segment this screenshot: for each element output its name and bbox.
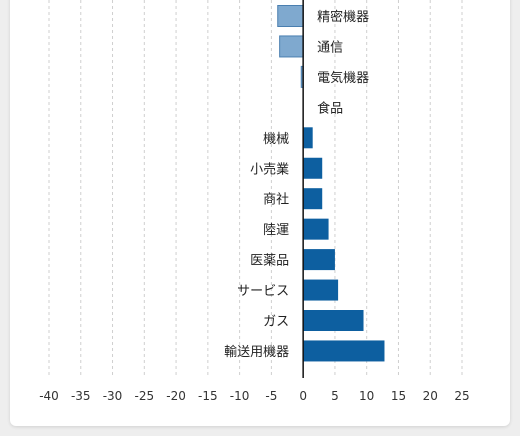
- x-tick-label: -35: [71, 389, 91, 403]
- category-label: 商社: [263, 192, 289, 208]
- x-tick-label: -5: [265, 389, 277, 403]
- bar[interactable]: [277, 5, 304, 27]
- x-tick-label: 0: [299, 389, 307, 403]
- category-label: サービス: [237, 284, 289, 299]
- category-label: 小売業: [250, 161, 289, 177]
- bar[interactable]: [279, 35, 304, 58]
- category-label: 医薬品: [250, 254, 289, 269]
- category-label: ガス: [263, 315, 289, 330]
- x-tick-labels: -40 -35 -30 -25 -20 -15 -10 -5 0 5 10 15 20 25: [39, 389, 469, 403]
- x-tick-label: 10: [359, 389, 374, 403]
- category-label: 輸送用機器: [224, 345, 289, 360]
- bar[interactable]: [303, 188, 323, 210]
- category-label: 機械: [263, 132, 289, 147]
- chart-card: [10, 0, 510, 426]
- category-label: 陸運: [263, 222, 289, 238]
- x-tick-label: -30: [103, 389, 123, 403]
- x-tick-label: -10: [230, 389, 250, 403]
- bar[interactable]: [303, 340, 385, 362]
- x-tick-label: -20: [166, 389, 186, 403]
- category-label: 食品: [317, 100, 343, 116]
- bar[interactable]: [303, 249, 335, 271]
- bar[interactable]: [303, 218, 329, 240]
- category-label: 通信: [317, 40, 343, 55]
- x-tick-label: -15: [198, 389, 218, 403]
- x-tick-label: 20: [423, 389, 438, 403]
- bar[interactable]: [303, 127, 313, 149]
- x-tick-label: 25: [454, 389, 469, 403]
- grid-lines: [48, 0, 463, 378]
- bar[interactable]: [303, 279, 339, 301]
- x-tick-label: 15: [391, 389, 406, 403]
- x-tick-label: -25: [135, 389, 155, 403]
- bar[interactable]: [303, 310, 364, 331]
- bar-series: [277, 5, 385, 362]
- category-label: 電気機器: [317, 70, 369, 86]
- category-label: 精密機器: [317, 9, 369, 25]
- x-tick-label: 5: [331, 389, 339, 403]
- x-tick-label: -40: [39, 389, 59, 403]
- bar[interactable]: [303, 157, 323, 179]
